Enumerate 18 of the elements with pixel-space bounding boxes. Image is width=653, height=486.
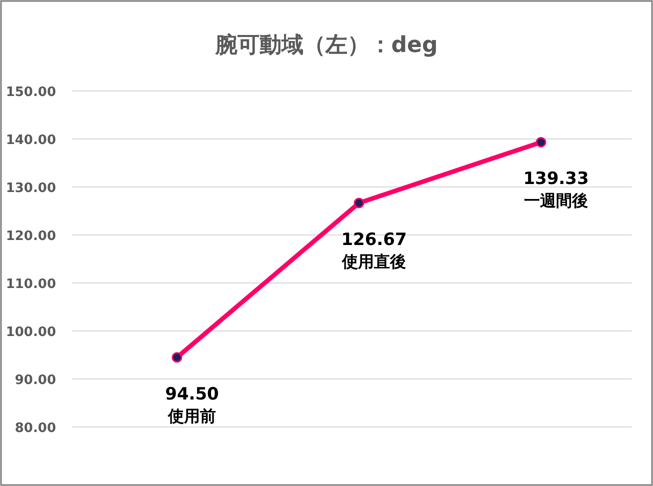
y-tick-label: 80.00 xyxy=(14,421,56,436)
y-tick-label: 110.00 xyxy=(6,277,56,292)
data-label: 94.50 xyxy=(165,384,220,404)
chart-title: 腕可動域（左）：deg xyxy=(214,32,438,58)
y-tick-label: 120.00 xyxy=(6,229,56,244)
point xyxy=(354,198,364,208)
data-label: 126.67 xyxy=(341,230,407,250)
y-tick-label: 90.00 xyxy=(14,373,56,388)
y-tick-label: 140.00 xyxy=(6,133,56,148)
data-label: 139.33 xyxy=(523,169,589,190)
point xyxy=(172,352,182,363)
y-tick-label: 130.00 xyxy=(6,181,56,196)
x-tick-label: 使用前 xyxy=(167,406,216,426)
y-tick-label: 150.00 xyxy=(6,85,56,100)
x-tick-label: 一週間後 xyxy=(524,191,588,210)
y-tick-label: 100.00 xyxy=(6,325,56,340)
point xyxy=(536,136,546,148)
x-tick-label: 使用直後 xyxy=(341,252,406,271)
